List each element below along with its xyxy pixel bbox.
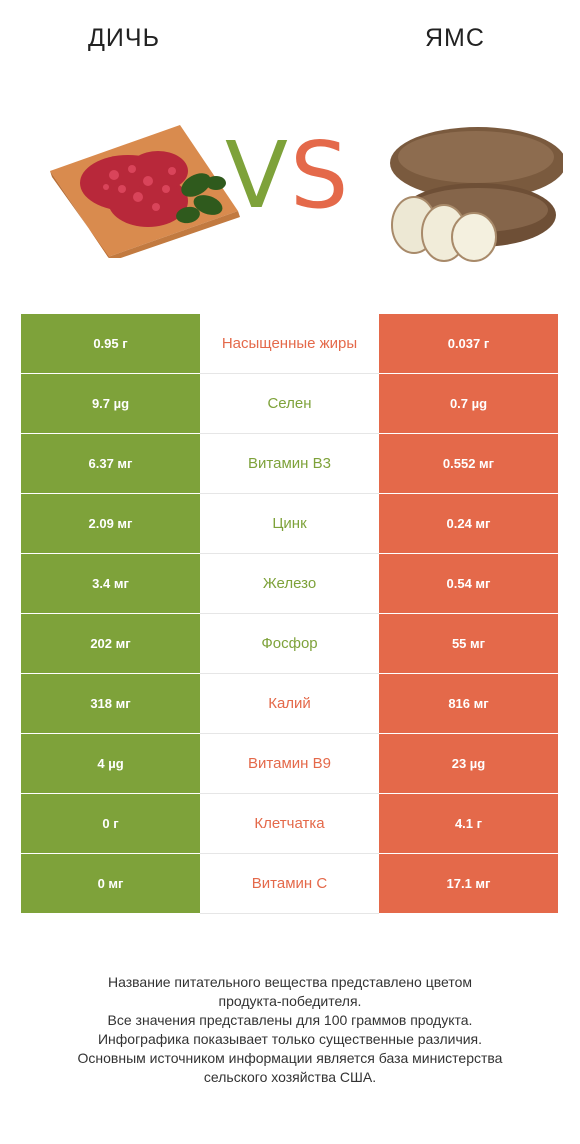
row-divider	[200, 613, 379, 614]
footnote-line: Название питательного вещества представл…	[107, 974, 473, 990]
yam-image	[390, 127, 563, 262]
row-divider	[200, 793, 379, 794]
comparison-row: 2.09 мг Цинк 0.24 мг	[21, 494, 558, 554]
nutrient-name: Селен	[200, 374, 379, 433]
hero-images	[0, 115, 580, 265]
left-value: 202 мг	[21, 614, 200, 673]
right-value: 0.037 г	[379, 314, 558, 373]
row-divider	[200, 673, 379, 674]
left-value: 9.7 µg	[21, 374, 200, 433]
left-value: 2.09 мг	[21, 494, 200, 553]
row-divider	[200, 553, 379, 554]
left-value: 6.37 мг	[21, 434, 200, 493]
comparison-row: 0 мг Витамин C 17.1 мг	[21, 854, 558, 914]
left-value: 3.4 мг	[21, 554, 200, 613]
footnote-line: Основным источником информации является …	[77, 1050, 503, 1066]
right-value: 0.54 мг	[379, 554, 558, 613]
comparison-row: 318 мг Калий 816 мг	[21, 674, 558, 734]
row-divider	[200, 373, 379, 374]
right-value: 0.7 µg	[379, 374, 558, 433]
left-product-title: ДИЧЬ	[88, 24, 160, 52]
vs-letter-s: S	[290, 122, 349, 229]
left-value: 318 мг	[21, 674, 200, 733]
right-value: 0.24 мг	[379, 494, 558, 553]
footnote-line: продукта-победителя.	[218, 993, 362, 1009]
ground-meat-image	[50, 125, 240, 258]
row-divider	[200, 853, 379, 854]
footnote-line: Инфографика показывает только существенн…	[97, 1031, 483, 1047]
nutrient-name: Клетчатка	[200, 794, 379, 853]
nutrient-name: Калий	[200, 674, 379, 733]
vs-letter-v: V	[225, 122, 288, 229]
row-divider	[200, 733, 379, 734]
nutrient-name: Фосфор	[200, 614, 379, 673]
row-divider	[200, 913, 379, 914]
comparison-row: 6.37 мг Витамин B3 0.552 мг	[21, 434, 558, 494]
footnote-line: сельского хозяйства США.	[203, 1069, 377, 1085]
nutrient-name: Витамин C	[200, 854, 379, 913]
right-product-title: ЯМС	[425, 24, 485, 52]
nutrient-name: Витамин B3	[200, 434, 379, 493]
comparison-row: 0.95 г Насыщенные жиры 0.037 г	[21, 314, 558, 374]
row-divider	[200, 433, 379, 434]
right-value: 23 µg	[379, 734, 558, 793]
right-value: 816 мг	[379, 674, 558, 733]
right-value: 4.1 г	[379, 794, 558, 853]
nutrient-name: Цинк	[200, 494, 379, 553]
comparison-row: 4 µg Витамин B9 23 µg	[21, 734, 558, 794]
left-value: 4 µg	[21, 734, 200, 793]
comparison-table: 0.95 г Насыщенные жиры 0.037 г 9.7 µg Селен 0…	[21, 314, 558, 914]
right-value: 55 мг	[379, 614, 558, 673]
nutrient-name: Витамин B9	[200, 734, 379, 793]
comparison-row: 3.4 мг Железо 0.54 мг	[21, 554, 558, 614]
left-value: 0.95 г	[21, 314, 200, 373]
comparison-row: 9.7 µg Селен 0.7 µg	[21, 374, 558, 434]
footnote-line: Все значения представлены для 100 граммо…	[107, 1012, 473, 1028]
left-value: 0 мг	[21, 854, 200, 913]
footnote: Название питательного вещества представл…	[0, 973, 580, 1087]
comparison-row: 0 г Клетчатка 4.1 г	[21, 794, 558, 854]
left-value: 0 г	[21, 794, 200, 853]
right-value: 17.1 мг	[379, 854, 558, 913]
right-value: 0.552 мг	[379, 434, 558, 493]
comparison-row: 202 мг Фосфор 55 мг	[21, 614, 558, 674]
row-divider	[200, 493, 379, 494]
nutrient-name: Насыщенные жиры	[200, 314, 379, 373]
nutrient-name: Железо	[200, 554, 379, 613]
